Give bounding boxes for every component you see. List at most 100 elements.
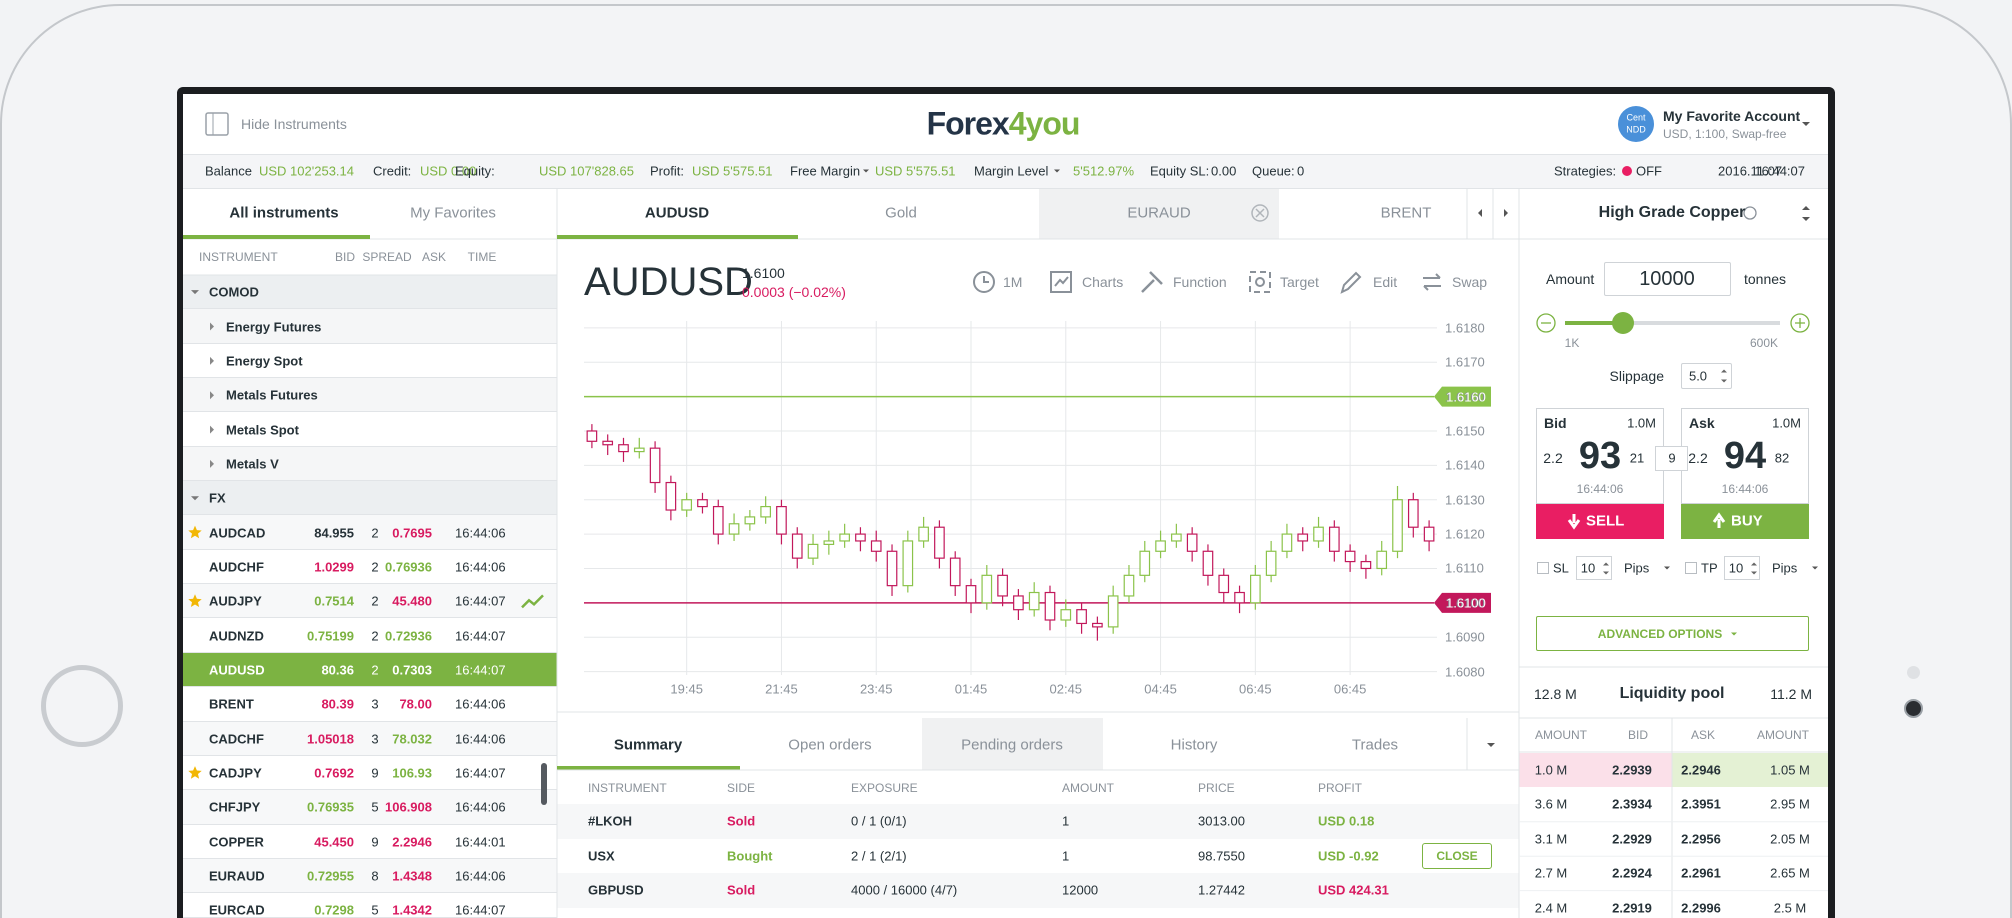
advanced-label[interactable]: ADVANCED OPTIONS: [1597, 627, 1723, 641]
instrument-row[interactable]: [183, 618, 557, 653]
checkbox[interactable]: [1537, 562, 1549, 574]
chart-tab[interactable]: Gold: [885, 204, 917, 222]
subgroup-row[interactable]: [183, 309, 557, 344]
text[interactable]: 10: [1580, 560, 1596, 576]
subgroup-row[interactable]: [183, 412, 557, 447]
pips-input[interactable]: [1576, 556, 1612, 580]
text[interactable]: 10: [1728, 560, 1744, 576]
sell-button[interactable]: [1536, 504, 1664, 539]
text: 2.2996: [1681, 900, 1721, 916]
subgroup-name[interactable]: Metals V: [226, 456, 279, 472]
toolbar-button[interactable]: Edit: [1373, 274, 1398, 290]
y-tick-label: 1.6080: [1445, 664, 1485, 680]
price-label: 1.6100: [1446, 595, 1486, 611]
candle-body: [633, 447, 645, 453]
checkbox[interactable]: [1685, 562, 1697, 574]
order-instrument: #LKOH: [588, 813, 633, 829]
buy-button[interactable]: [1681, 504, 1809, 539]
y-tick-label: 1.6150: [1445, 423, 1485, 439]
group-name[interactable]: COMOD: [209, 284, 259, 300]
chart-tab[interactable]: AUDUSD: [644, 204, 710, 222]
order-profit: USD 424.31: [1318, 882, 1389, 898]
group-name[interactable]: FX: [209, 490, 226, 506]
orders-tab[interactable]: History: [1170, 736, 1218, 754]
instrument-row[interactable]: [183, 549, 557, 585]
text: 9: [1668, 450, 1676, 466]
instrument-symbol: AUDUSD: [584, 260, 753, 304]
text[interactable]: Pips: [1624, 560, 1650, 576]
instrument-row[interactable]: [183, 652, 557, 688]
text: 2.4 M: [1534, 900, 1568, 916]
advanced-button[interactable]: [1536, 616, 1809, 651]
amount-input[interactable]: [1604, 262, 1731, 296]
pips-input[interactable]: [1724, 556, 1760, 580]
buy-label[interactable]: BUY: [1731, 512, 1763, 530]
logo[interactable]: Forex4you: [927, 106, 1081, 143]
subgroup-name[interactable]: Energy Spot: [226, 353, 303, 369]
tab[interactable]: All instruments: [229, 204, 339, 222]
group-row[interactable]: [183, 275, 557, 310]
tab-hover: [922, 718, 1103, 770]
ask: 0.72936: [385, 628, 432, 644]
subgroup-row[interactable]: [183, 378, 557, 413]
bid: 0.7692: [314, 765, 354, 781]
chart-tab[interactable]: EURAUD: [1127, 204, 1191, 222]
tab[interactable]: My Favorites: [410, 204, 496, 222]
text[interactable]: Pips: [1772, 560, 1798, 576]
status-dot: [1622, 166, 1632, 176]
y-tick-label: 1.6170: [1445, 354, 1485, 370]
orders-tab[interactable]: Pending orders: [961, 736, 1063, 754]
chart-tab[interactable]: BRENT: [1380, 204, 1432, 222]
text[interactable]: OFF: [1636, 163, 1662, 179]
account-name[interactable]: My Favorite Account: [1663, 108, 1801, 124]
orders-tab[interactable]: Summary: [613, 736, 683, 754]
text: 2.2929: [1612, 831, 1652, 847]
time: 16:44:07: [455, 593, 506, 609]
instrument-row[interactable]: [183, 721, 557, 756]
instrument-row[interactable]: [183, 858, 557, 894]
subgroup-name[interactable]: Metals Futures: [226, 387, 318, 403]
instrument-row[interactable]: [183, 755, 557, 791]
text[interactable]: 5.0: [1688, 368, 1708, 384]
candle-body: [681, 499, 693, 511]
toolbar-icon: [1249, 271, 1271, 293]
orders-tab[interactable]: Open orders: [788, 736, 872, 754]
amount-unit: tonnes: [1744, 271, 1787, 287]
instrument-name: AUDJPY: [209, 593, 262, 609]
subgroup-name[interactable]: Energy Futures: [226, 319, 322, 335]
toolbar-icon: [973, 271, 995, 293]
toolbar-button[interactable]: Target: [1280, 274, 1319, 290]
subgroup-name[interactable]: Metals Spot: [226, 422, 299, 438]
status-value: USD 5'575.51: [875, 163, 956, 179]
toolbar-button[interactable]: Function: [1173, 274, 1227, 290]
sell-label[interactable]: SELL: [1586, 512, 1625, 530]
instrument-row[interactable]: [183, 893, 557, 918]
text: 2.2956: [1681, 831, 1721, 847]
candle-body: [1392, 499, 1403, 552]
amount-value[interactable]: 10000: [1639, 268, 1695, 290]
orders-tab[interactable]: Trades: [1351, 736, 1399, 754]
toolbar-button[interactable]: 1M: [1003, 274, 1023, 290]
toolbar-button[interactable]: Swap: [1452, 274, 1488, 290]
subgroup-row[interactable]: [183, 446, 557, 482]
instrument-row[interactable]: [183, 790, 557, 825]
instrument-row[interactable]: [183, 584, 557, 619]
group-row[interactable]: [183, 481, 557, 516]
status-label: Margin Level: [974, 163, 1049, 179]
close-button[interactable]: [1422, 842, 1492, 869]
caret-icon: [1487, 743, 1495, 747]
subgroup-row[interactable]: [183, 343, 557, 379]
home-button[interactable]: [41, 665, 123, 747]
caret-icon: [210, 356, 214, 365]
instrument-row[interactable]: [183, 515, 557, 550]
y-tick-label: 1.6140: [1445, 457, 1485, 473]
candle-body: [1171, 533, 1182, 542]
toolbar-button[interactable]: Charts: [1082, 274, 1124, 290]
column-header: PROFIT: [1318, 781, 1362, 795]
slippage-input[interactable]: [1681, 363, 1732, 389]
bid: 80.36: [321, 662, 354, 678]
hide-instruments[interactable]: Hide Instruments: [241, 116, 347, 132]
instrument-row[interactable]: [183, 687, 557, 722]
close-label[interactable]: CLOSE: [1436, 848, 1478, 863]
instrument-row[interactable]: [183, 824, 557, 859]
